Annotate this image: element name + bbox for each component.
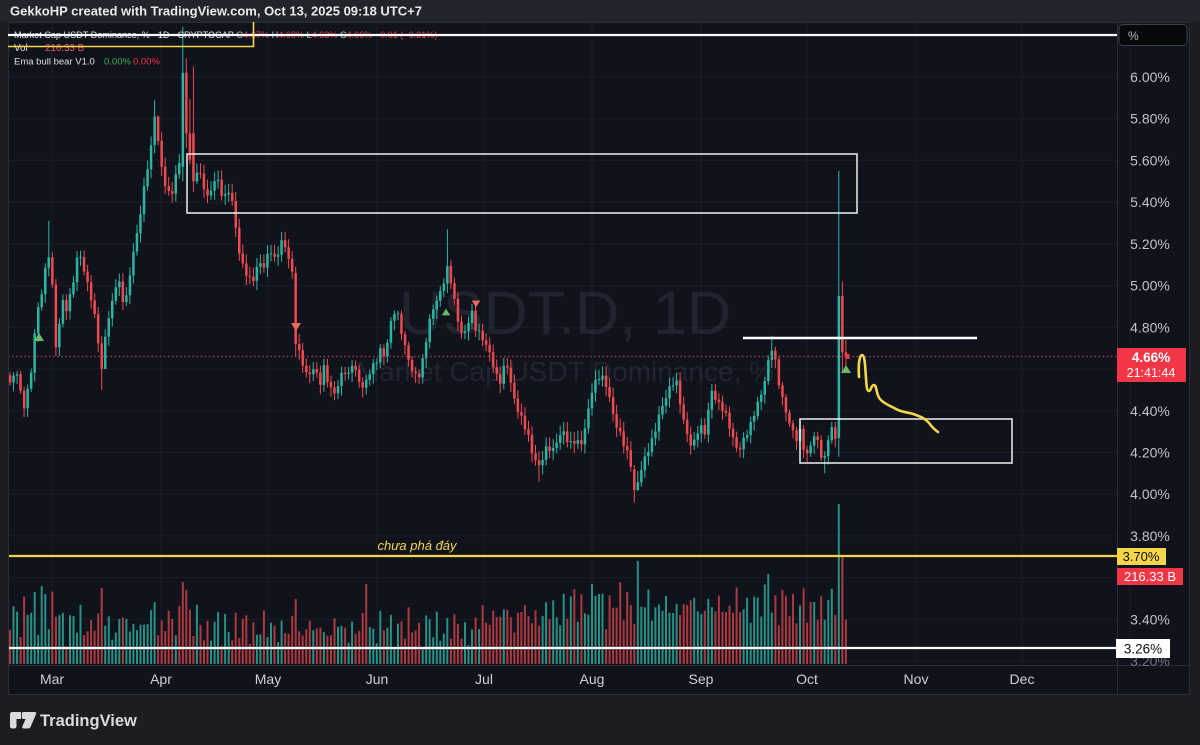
- svg-text:Oct: Oct: [796, 671, 818, 687]
- svg-text:5.20%: 5.20%: [1130, 236, 1170, 252]
- svg-text:5.60%: 5.60%: [1130, 152, 1170, 168]
- svg-text:Nov: Nov: [904, 671, 929, 687]
- svg-text:GekkoHP created with TradingVi: GekkoHP created with TradingView.com, Oc…: [10, 4, 422, 19]
- svg-text:May: May: [255, 671, 281, 687]
- svg-text:Aug: Aug: [580, 671, 605, 687]
- svg-text:%: %: [1128, 29, 1139, 43]
- svg-text:4.66%: 4.66%: [1132, 350, 1170, 365]
- svg-text:Jun: Jun: [366, 671, 389, 687]
- svg-text:21:41:44: 21:41:44: [1127, 366, 1176, 380]
- svg-text:5.00%: 5.00%: [1130, 278, 1170, 294]
- svg-text:Dec: Dec: [1010, 671, 1035, 687]
- svg-text:3.80%: 3.80%: [1130, 528, 1170, 544]
- svg-text:4.80%: 4.80%: [1130, 319, 1170, 335]
- svg-text:216.33 B: 216.33 B: [1124, 569, 1176, 584]
- svg-text:chưa phá đáy: chưa phá đáy: [377, 538, 458, 553]
- svg-text:4.20%: 4.20%: [1130, 445, 1170, 461]
- svg-text:3.40%: 3.40%: [1130, 611, 1170, 627]
- svg-text:Sep: Sep: [689, 671, 714, 687]
- svg-text:Mar: Mar: [40, 671, 64, 687]
- svg-text:6.00%: 6.00%: [1130, 69, 1170, 85]
- svg-text:3.70%: 3.70%: [1123, 549, 1160, 564]
- svg-text:5.40%: 5.40%: [1130, 194, 1170, 210]
- svg-text:Jul: Jul: [475, 671, 493, 687]
- svg-text:3.26%: 3.26%: [1124, 642, 1162, 657]
- svg-text:4.40%: 4.40%: [1130, 403, 1170, 419]
- svg-text:4.00%: 4.00%: [1130, 486, 1170, 502]
- svg-text:Ema bull bear V1.00.00%0.00%: Ema bull bear V1.0 0.00% 0.00%: [14, 57, 160, 68]
- svg-text:5.80%: 5.80%: [1130, 111, 1170, 127]
- svg-text:Market Cap USDT Dominance, %: Market Cap USDT Dominance, %: [356, 356, 774, 387]
- svg-text:TradingView: TradingView: [40, 712, 137, 730]
- svg-text:USDT.D, 1D: USDT.D, 1D: [399, 279, 731, 347]
- svg-text:Apr: Apr: [150, 671, 172, 687]
